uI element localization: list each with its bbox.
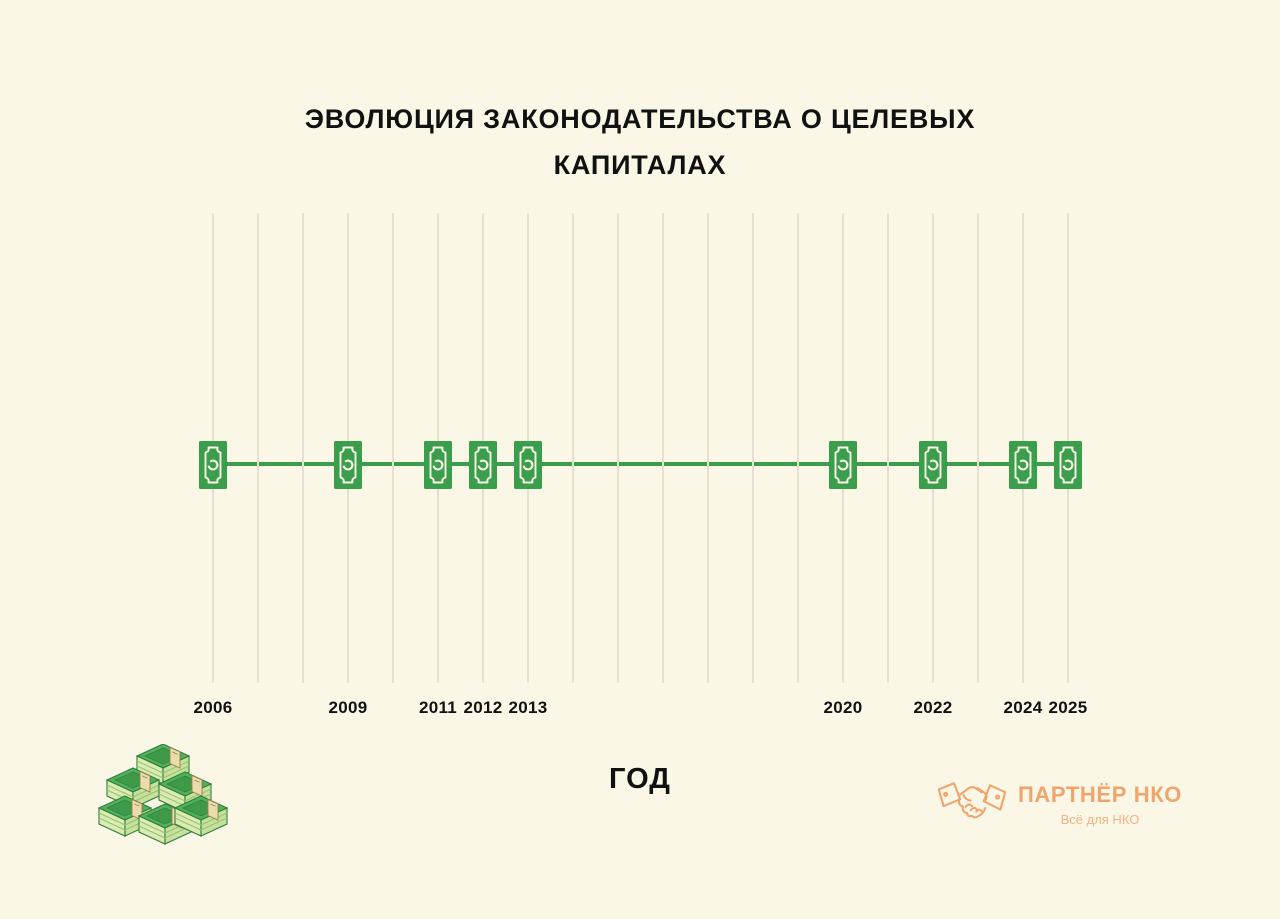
year-tick-label-2012: 2012 — [463, 698, 503, 717]
year-tick-label-2020: 2020 — [823, 698, 863, 717]
timeline-event-marker-2009 — [334, 441, 362, 489]
gridline-year-2018 — [752, 213, 754, 683]
gridline-year-2008 — [302, 213, 304, 683]
banknote-icon — [514, 441, 542, 489]
timeline-event-marker-2011 — [424, 441, 452, 489]
year-tick-label-2009: 2009 — [328, 698, 368, 717]
gridline-year-2015 — [617, 213, 619, 683]
gridline-year-2017 — [707, 213, 709, 683]
gridline-year-2016 — [662, 213, 664, 683]
banknote-icon — [1009, 441, 1037, 489]
banknote-icon — [469, 441, 497, 489]
x-axis-label: ГОД — [609, 763, 671, 795]
timeline-event-marker-2025 — [1054, 441, 1082, 489]
year-tick-label-2024: 2024 — [1003, 698, 1043, 717]
chart-title: ЭВОЛЮЦИЯ ЗАКОНОДАТЕЛЬСТВА О ЦЕЛЕВЫХ КАПИ… — [304, 104, 976, 180]
gridline-year-2021 — [887, 213, 889, 683]
handshake-icon — [937, 782, 1007, 819]
year-tick-label-2013: 2013 — [508, 698, 548, 717]
timeline-event-marker-2022 — [919, 441, 947, 489]
gridline-year-2007 — [257, 213, 259, 683]
year-tick-label-2011: 2011 — [418, 698, 458, 717]
money-stack-illustration — [98, 744, 228, 845]
year-tick-label-2025: 2025 — [1048, 698, 1088, 717]
gridline-year-2019 — [797, 213, 799, 683]
year-tick-label-2006: 2006 — [193, 698, 233, 717]
banknote-icon — [424, 441, 452, 489]
timeline-event-marker-2013 — [514, 441, 542, 489]
gridline-year-2023 — [977, 213, 979, 683]
timeline-line — [213, 462, 1068, 466]
brand-tagline: Всё для НКО — [1060, 811, 1140, 827]
banknote-icon — [919, 441, 947, 489]
brand-logo: ПАРТНЁР НКО Всё для НКО — [936, 776, 1182, 832]
timeline-event-marker-2020 — [829, 441, 857, 489]
banknote-icon — [829, 441, 857, 489]
gridline-year-2014 — [572, 213, 574, 683]
timeline-event-marker-2012 — [469, 441, 497, 489]
brand-name: ПАРТНЁР НКО — [1018, 781, 1182, 807]
gridline-year-2010 — [392, 213, 394, 683]
banknote-icon — [334, 441, 362, 489]
timeline-event-marker-2006 — [199, 441, 227, 489]
year-tick-label-2022: 2022 — [913, 698, 953, 717]
brand-text: ПАРТНЁР НКО Всё для НКО — [1018, 782, 1182, 827]
banknote-icon — [199, 441, 227, 489]
timeline-event-marker-2024 — [1009, 441, 1037, 489]
banknote-icon — [1054, 441, 1082, 489]
